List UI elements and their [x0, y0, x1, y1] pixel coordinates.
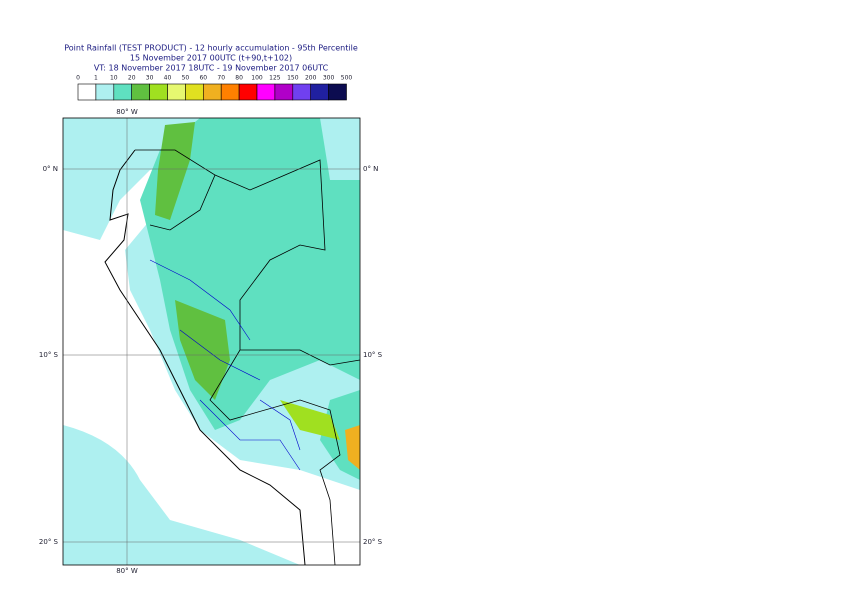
legend-label: 20 — [128, 75, 136, 82]
coastline — [104, 149, 306, 566]
rain-area — [63, 425, 300, 565]
legend-swatch — [292, 83, 311, 101]
legend-swatch — [77, 83, 97, 101]
legend-label: 80 — [235, 75, 243, 82]
lat-label: 0° N — [43, 165, 58, 173]
legend-swatch — [310, 83, 329, 101]
legend-label: 100 — [251, 75, 263, 82]
legend-swatch — [185, 83, 204, 101]
title: Point Rainfall (TEST PRODUCT) - 12 hourl… — [64, 44, 358, 53]
legend-swatch — [167, 83, 186, 101]
legend-swatch — [220, 83, 240, 101]
rain-area — [175, 300, 230, 400]
rain-area — [155, 122, 195, 220]
subtitle: 15 November 2017 00UTC (t+90,t+102) — [130, 54, 292, 63]
legend-swatch — [256, 83, 276, 101]
valid-time: VT: 18 November 2017 18UTC - 19 November… — [94, 64, 329, 73]
legend-label: 10 — [110, 75, 118, 82]
legend-label: 30 — [146, 75, 154, 82]
legend-label: 1 — [94, 75, 98, 82]
lat-label: 10° S — [363, 351, 383, 359]
legend-label: 300 — [323, 75, 335, 82]
region-border — [149, 259, 301, 471]
legend-swatch — [328, 83, 347, 101]
legend-label: 150 — [287, 75, 299, 82]
rain-area — [280, 400, 340, 440]
lat-label: 10° S — [39, 351, 59, 359]
legend-swatch — [95, 83, 115, 101]
legend-swatch — [274, 83, 294, 101]
lat-label: 0° N — [363, 165, 378, 173]
lat-label: 20° S — [39, 538, 59, 546]
legend-label: 0 — [76, 75, 80, 82]
legend-swatch — [113, 83, 133, 101]
legend-label: 40 — [164, 75, 172, 82]
lon-label: 80° W — [116, 567, 138, 575]
rain-area — [345, 425, 360, 470]
legend: 0 1 10 20 30 40 50 60 70 80 100 125 150 200 300 500 — [76, 75, 352, 101]
legend-label: 125 — [269, 75, 281, 82]
legend-swatch — [149, 83, 168, 101]
legend-label: 200 — [305, 75, 317, 82]
legend-label: 50 — [182, 75, 190, 82]
legend-label: 70 — [217, 75, 225, 82]
map-frame — [62, 117, 361, 566]
legend-label: 500 — [341, 75, 353, 82]
legend-swatch — [238, 83, 258, 101]
map: 80° W 80° W 0° N 0° N 10° S 10° S 20° S … — [39, 108, 383, 575]
lat-label: 20° S — [363, 538, 383, 546]
legend-swatch — [131, 83, 150, 101]
legend-label: 60 — [199, 75, 207, 82]
lon-label: 80° W — [116, 108, 138, 116]
legend-swatch — [203, 83, 222, 101]
